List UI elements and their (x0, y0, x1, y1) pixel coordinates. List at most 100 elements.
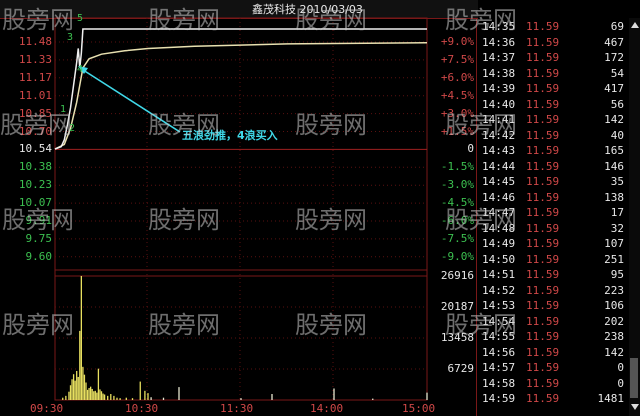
tick-row[interactable]: 14:49 11.59 107 (478, 236, 624, 251)
tick-price: 11.59 (526, 206, 560, 219)
tick-time: 14:56 (482, 345, 516, 359)
tick-volume: 69 (610, 20, 624, 33)
tick-row[interactable]: 14:38 11.59 54 (478, 66, 624, 81)
tick-price: 11.59 (526, 314, 560, 328)
wave-label: 1 (60, 104, 66, 115)
tick-price: 11.59 (526, 330, 560, 343)
tick-row[interactable]: 14:46 11.59 138 (478, 190, 624, 205)
tick-row[interactable]: 14:48 11.59 32 (478, 221, 624, 236)
tick-time: 14:35 (482, 20, 516, 33)
tick-price: 11.59 (526, 20, 560, 33)
tick-row[interactable]: 14:58 11.59 0 (478, 376, 624, 391)
tick-volume: 0 (617, 361, 624, 374)
tick-row[interactable]: 14:42 11.59 40 (478, 128, 624, 143)
tick-row[interactable]: 14:35 11.59 69 (478, 19, 624, 34)
tick-row[interactable]: 14:44 11.59 146 (478, 159, 624, 174)
pct-tick-label: +6.0% (440, 70, 474, 84)
pct-tick-label: -6.0% (440, 214, 474, 227)
tick-row[interactable]: 14:47 11.59 17 (478, 205, 624, 220)
annotation-text: 五浪劲推，4浪买入 (182, 129, 278, 142)
tick-row[interactable]: 14:50 11.59 251 (478, 252, 624, 267)
wave-label: 2 (69, 123, 75, 134)
tick-row[interactable]: 14:39 11.59 417 (478, 81, 624, 96)
volume-tick-label: 26916 (440, 269, 474, 282)
scroll-down-arrow-icon[interactable] (631, 404, 639, 410)
price-tick-label: 11.48 (18, 35, 52, 48)
tick-volume: 142 (604, 345, 624, 359)
tick-price: 11.59 (526, 51, 560, 64)
price-tick-label: 9.60 (25, 249, 53, 263)
tick-time: 14:55 (482, 330, 516, 343)
price-volume-chart[interactable]: 12 3 4 5 (0, 0, 478, 416)
tick-time: 14:57 (482, 361, 516, 374)
tick-row[interactable]: 14:52 11.59 223 (478, 283, 624, 298)
tick-volume: 467 (604, 35, 624, 49)
average-price-line (54, 42, 428, 150)
tick-price: 11.59 (526, 97, 560, 111)
tick-time: 14:50 (482, 252, 516, 266)
tick-row[interactable]: 14:56 11.59 142 (478, 345, 624, 360)
pct-tick-label: +7.5% (440, 52, 474, 66)
tick-volume: 251 (604, 252, 624, 266)
tick-volume: 35 (610, 175, 624, 188)
pct-tick-label: -9.0% (440, 249, 474, 263)
tick-row[interactable]: 14:55 11.59 238 (478, 329, 624, 344)
tick-time: 14:58 (482, 376, 516, 390)
time-tick-label: 14:00 (310, 402, 344, 415)
tick-time: 14:37 (482, 51, 516, 64)
tick-time: 14:42 (482, 128, 516, 142)
tick-volume: 1481 (597, 392, 625, 405)
pct-tick-label: -4.5% (440, 196, 474, 210)
tick-time: 14:53 (482, 299, 516, 312)
pct-tick-label: -3.0% (440, 178, 474, 192)
tick-time: 14:59 (482, 392, 516, 405)
tick-volume: 106 (604, 299, 624, 312)
tick-time: 14:38 (482, 66, 516, 80)
scrollbar[interactable] (629, 18, 640, 416)
tick-volume: 146 (604, 159, 624, 173)
tick-volume: 223 (604, 283, 624, 297)
chart-frame (54, 17, 428, 401)
tick-time: 14:45 (482, 175, 516, 188)
scroll-thumb[interactable] (630, 358, 638, 398)
tick-volume: 142 (604, 113, 624, 126)
tick-price: 11.59 (526, 345, 560, 359)
tick-volume: 40 (610, 128, 624, 142)
tick-row[interactable]: 14:36 11.59 467 (478, 35, 624, 50)
pct-tick-label: +1.5% (440, 124, 474, 138)
price-tick-label: 11.17 (18, 70, 52, 84)
price-tick-label: 9.75 (25, 231, 53, 245)
tick-row[interactable]: 14:37 11.59 172 (478, 50, 624, 65)
tick-row[interactable]: 14:57 11.59 0 (478, 360, 624, 375)
wave-label: 3 (67, 32, 73, 43)
chart-title: 鑫茂科技 2010/03/03 (252, 3, 363, 16)
tick-row[interactable]: 14:54 11.59 202 (478, 314, 624, 329)
price-tick-label: 11.01 (18, 88, 52, 102)
tick-volume: 172 (604, 51, 624, 64)
tick-row[interactable]: 14:41 11.59 142 (478, 112, 624, 127)
tick-time: 14:41 (482, 113, 516, 126)
tick-time: 14:43 (482, 144, 516, 157)
tick-price: 11.59 (526, 113, 560, 126)
tick-volume: 0 (617, 376, 624, 390)
volume-tick-label: 13458 (440, 331, 474, 344)
time-tick-label: 15:00 (402, 402, 436, 415)
tick-row[interactable]: 14:43 11.59 165 (478, 143, 624, 158)
tick-row[interactable]: 14:51 11.59 95 (478, 267, 624, 282)
tick-price: 11.59 (526, 66, 560, 80)
tick-row[interactable]: 14:45 11.59 35 (478, 174, 624, 189)
pct-tick-label: -1.5% (440, 160, 474, 174)
tick-price: 11.59 (526, 299, 560, 312)
time-tick-label: 10:30 (125, 402, 159, 415)
tick-time: 14:54 (482, 314, 516, 328)
tick-row[interactable]: 14:40 11.59 56 (478, 97, 624, 112)
tick-row[interactable]: 14:53 11.59 106 (478, 298, 624, 313)
pct-tick-label: -7.5% (440, 231, 474, 245)
volume-tick-label: 20187 (440, 300, 474, 313)
tick-price: 11.59 (526, 35, 560, 49)
price-tick-label: 10.54 (18, 142, 52, 156)
scroll-up-arrow-icon[interactable] (631, 22, 639, 28)
tick-time: 14:47 (482, 206, 516, 219)
tick-row[interactable]: 14:59 11.59 1481 (478, 391, 624, 406)
tick-volume: 202 (604, 314, 624, 328)
